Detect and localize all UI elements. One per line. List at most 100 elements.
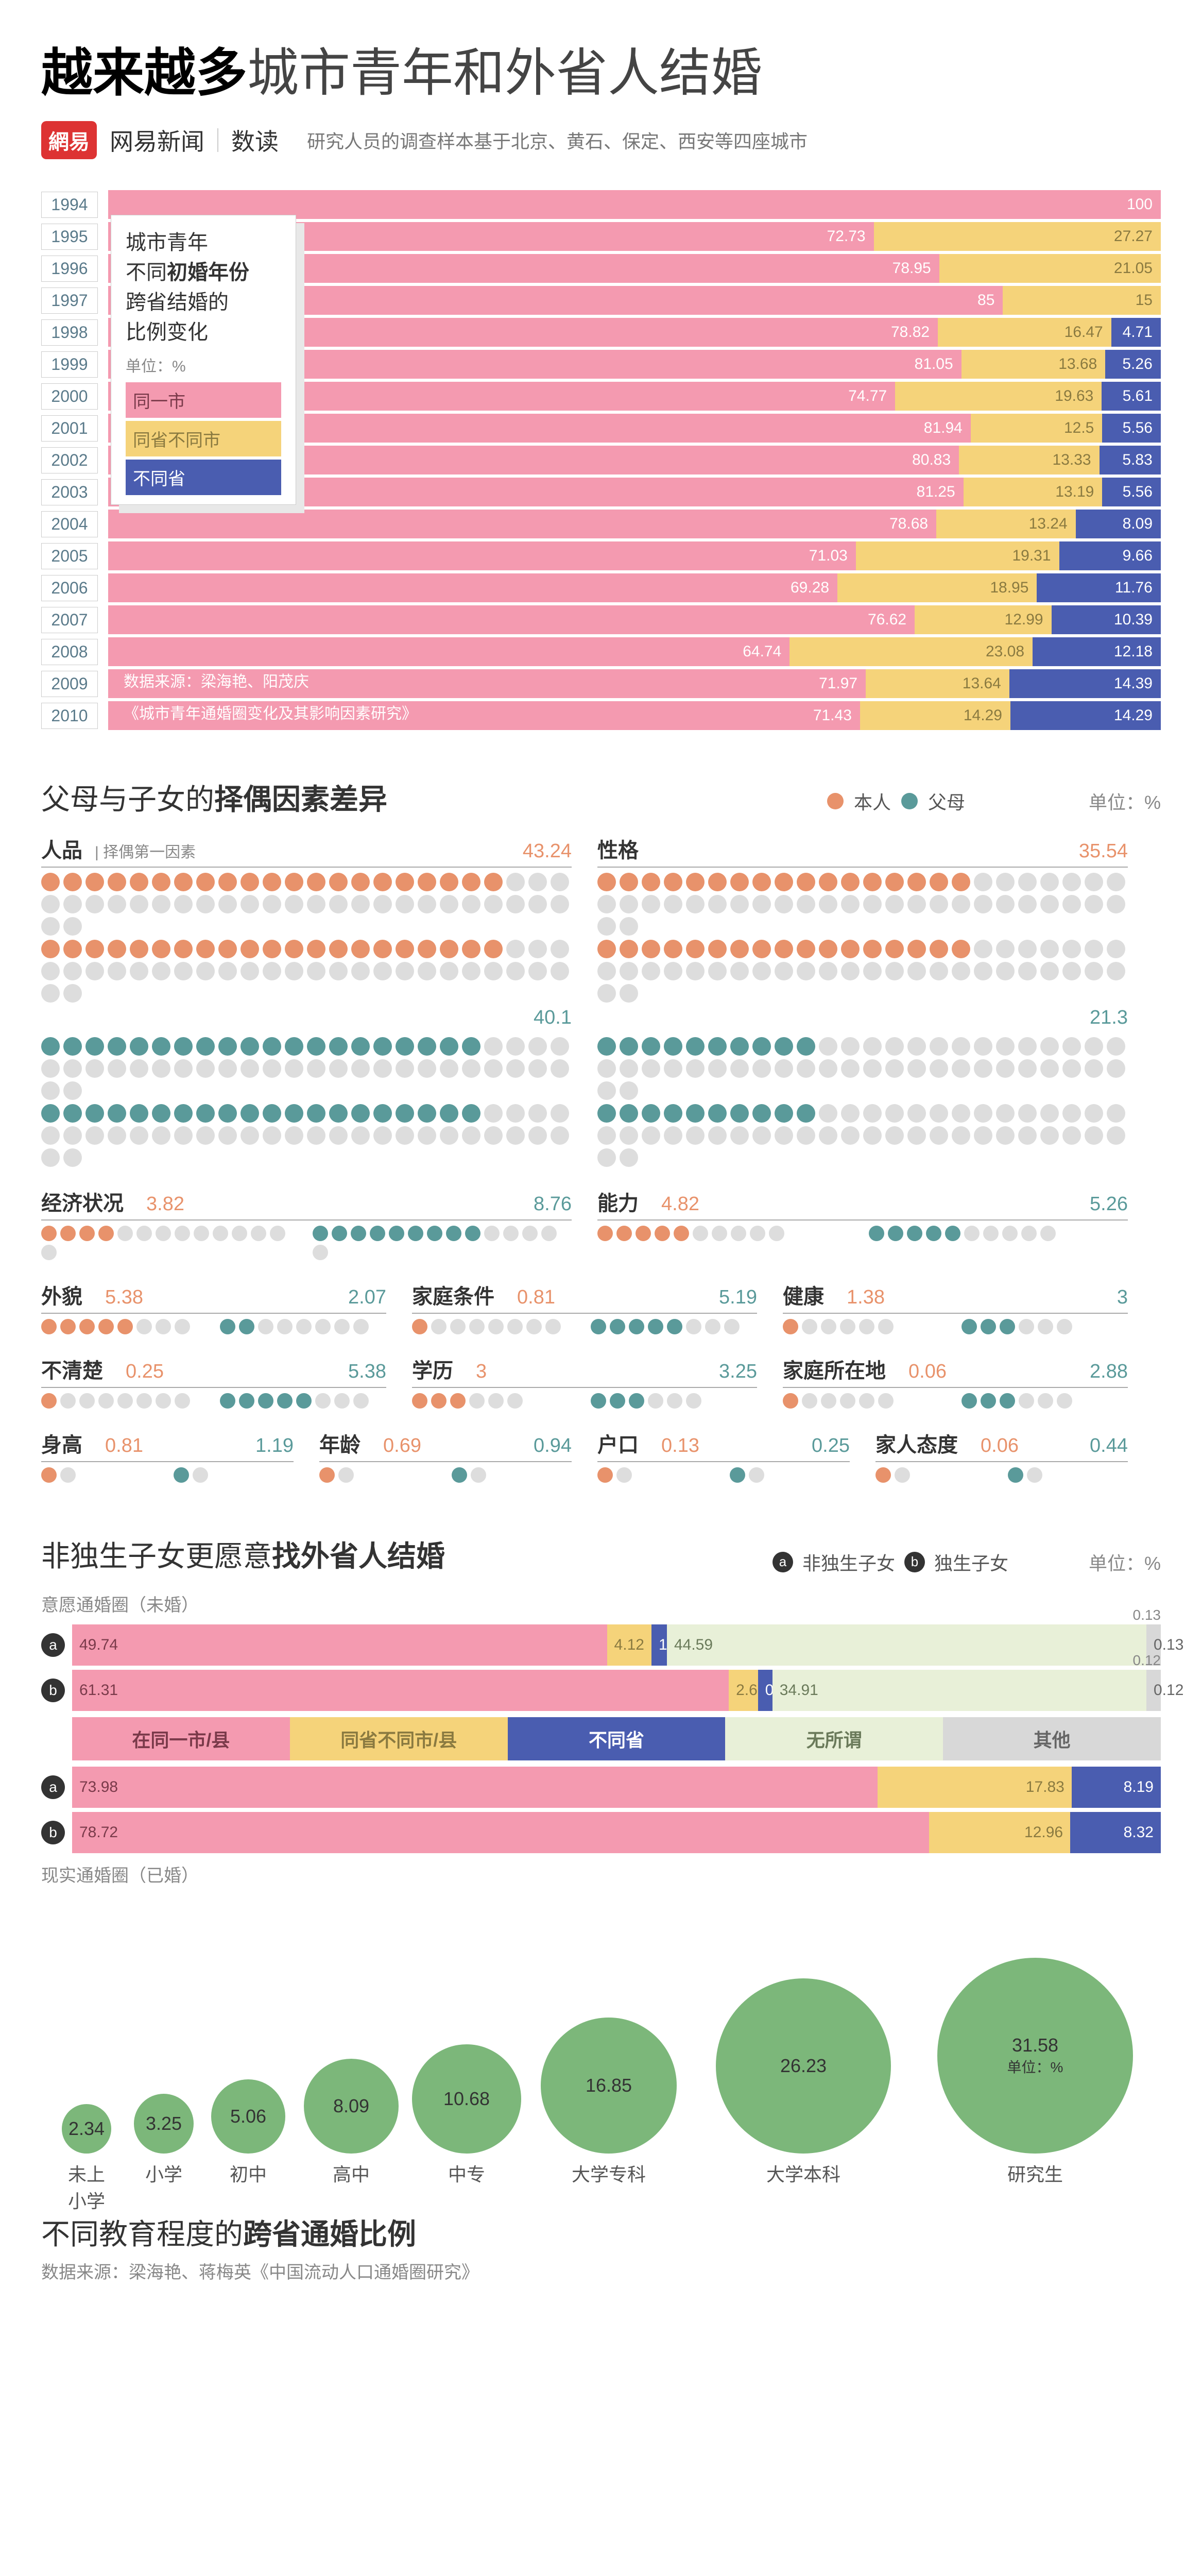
dot-icon (373, 895, 392, 913)
willingness-bar: 49.744.121.4244.590.130.13 (72, 1624, 1161, 1666)
dot-icon (373, 873, 392, 891)
dot-icon (930, 895, 948, 913)
dot-icon (218, 940, 237, 958)
dot-icon (108, 1104, 126, 1123)
dot-icon (270, 1226, 285, 1241)
dot-icon (1021, 1226, 1037, 1241)
dot-icon (232, 1226, 247, 1241)
dot-icon (730, 1104, 749, 1123)
year-label: 1996 (41, 256, 98, 282)
dot-icon (528, 1104, 547, 1123)
dot-icon (507, 1319, 523, 1334)
dot-icon (85, 1126, 104, 1145)
dot-icon (686, 1126, 705, 1145)
bar-segment: 12.99 (915, 605, 1052, 634)
dot-icon (373, 1126, 392, 1145)
dot-icon (1040, 1059, 1059, 1078)
dot-icon (1107, 873, 1125, 891)
section2-title: 父母与子女的择偶因素差异 (41, 776, 387, 818)
dot-icon (396, 873, 414, 891)
dot-icon (63, 1037, 82, 1056)
category-label: 其他 (943, 1717, 1161, 1760)
dot-icon (859, 1393, 874, 1409)
dot-icon (964, 1226, 980, 1241)
bar-segment: 13.68 (961, 350, 1106, 379)
dot-icon (841, 962, 860, 980)
dot-icon (194, 1226, 209, 1241)
dot-icon (396, 895, 414, 913)
year-label: 2005 (41, 543, 98, 569)
dot-icon (686, 940, 705, 958)
dot-icon (730, 873, 749, 891)
dot-icon (961, 1393, 977, 1409)
dot-icon (952, 895, 970, 913)
dot-icon (373, 1059, 392, 1078)
dot-icon (117, 1319, 133, 1334)
dot-icon (41, 962, 60, 980)
dot-icon (797, 1126, 815, 1145)
dot-icon (616, 1226, 632, 1241)
dot-icon (41, 1081, 60, 1100)
dot-icon (974, 962, 992, 980)
dot-icon (974, 1037, 992, 1056)
dot-icon (930, 1037, 948, 1056)
dot-icon (863, 1126, 882, 1145)
dot-icon (484, 1104, 503, 1123)
willingness-row: a73.9817.838.19 (41, 1767, 1161, 1808)
section3-legend: a 非独生子女 b 独生子女 单位：% (772, 1549, 1161, 1575)
education-bubble: 2.34 (62, 2104, 111, 2154)
dot-icon (1019, 1319, 1034, 1334)
dot-icon (329, 1059, 348, 1078)
dot-icon (174, 962, 193, 980)
dot-icon (396, 1104, 414, 1123)
dot-icon (1008, 1467, 1023, 1483)
dot-icon (1018, 940, 1037, 958)
section1-legend-box: 城市青年 不同初婚年份 跨省结婚的 比例变化 单位：% 同一市 同省不同市 不同… (111, 215, 296, 505)
section3: 非独生子女更愿意找外省人结婚 a 非独生子女 b 独生子女 单位：% 意愿通婚圈… (41, 1533, 1161, 1887)
dot-icon (597, 1104, 616, 1123)
dot-icon (418, 940, 436, 958)
section4-title: 不同教育程度的跨省通婚比例 (41, 2211, 1161, 2253)
year-label: 1997 (41, 287, 98, 314)
bar-segment: 69.28 (108, 573, 837, 602)
dot-icon (926, 1226, 941, 1241)
dot-icon (551, 1059, 569, 1078)
dot-icon (152, 1104, 170, 1123)
dot-icon (528, 1037, 547, 1056)
subhead-unmarried: 意愿通婚圈（未婚） (41, 1591, 1161, 1616)
factor-block: 家人态度0.060.44 (875, 1428, 1128, 1487)
dot-icon (705, 1319, 720, 1334)
dot-icon (174, 1126, 193, 1145)
factor-block: 户口0.130.25 (597, 1428, 850, 1487)
dot-icon (152, 873, 170, 891)
dot-icon (1040, 873, 1059, 891)
dot-icon (63, 962, 82, 980)
dot-icon (130, 1037, 148, 1056)
dot-icon (484, 873, 503, 891)
dot-icon (353, 1319, 369, 1334)
dot-icon (218, 1059, 237, 1078)
bar-segment: 49.74 (72, 1624, 607, 1666)
dot-icon (108, 940, 126, 958)
dot-icon (712, 1226, 727, 1241)
dot-icon (1107, 895, 1125, 913)
dot-icon (373, 1104, 392, 1123)
dot-icon (440, 1037, 458, 1056)
dot-icon (610, 1319, 625, 1334)
dot-icon (85, 1104, 104, 1123)
dot-icon (431, 1393, 447, 1409)
section2-grid: 人品| 择偶第一因素43.2440.1性格35.5421.3经济状况3.828.… (41, 834, 1161, 1487)
dot-icon (648, 1393, 663, 1409)
bar-segment: 11.76 (1037, 573, 1160, 602)
dot-icon (1107, 1126, 1125, 1145)
dot-icon (41, 1126, 60, 1145)
dot-icon (263, 962, 281, 980)
year-label: 2006 (41, 575, 98, 601)
dot-icon (353, 1393, 369, 1409)
dot-icon (620, 984, 638, 1003)
badge-b-icon: b (904, 1552, 925, 1572)
dot-icon (752, 940, 771, 958)
dot-icon (802, 1319, 817, 1334)
dot-icon (1038, 1393, 1053, 1409)
dot-icon (783, 1393, 798, 1409)
